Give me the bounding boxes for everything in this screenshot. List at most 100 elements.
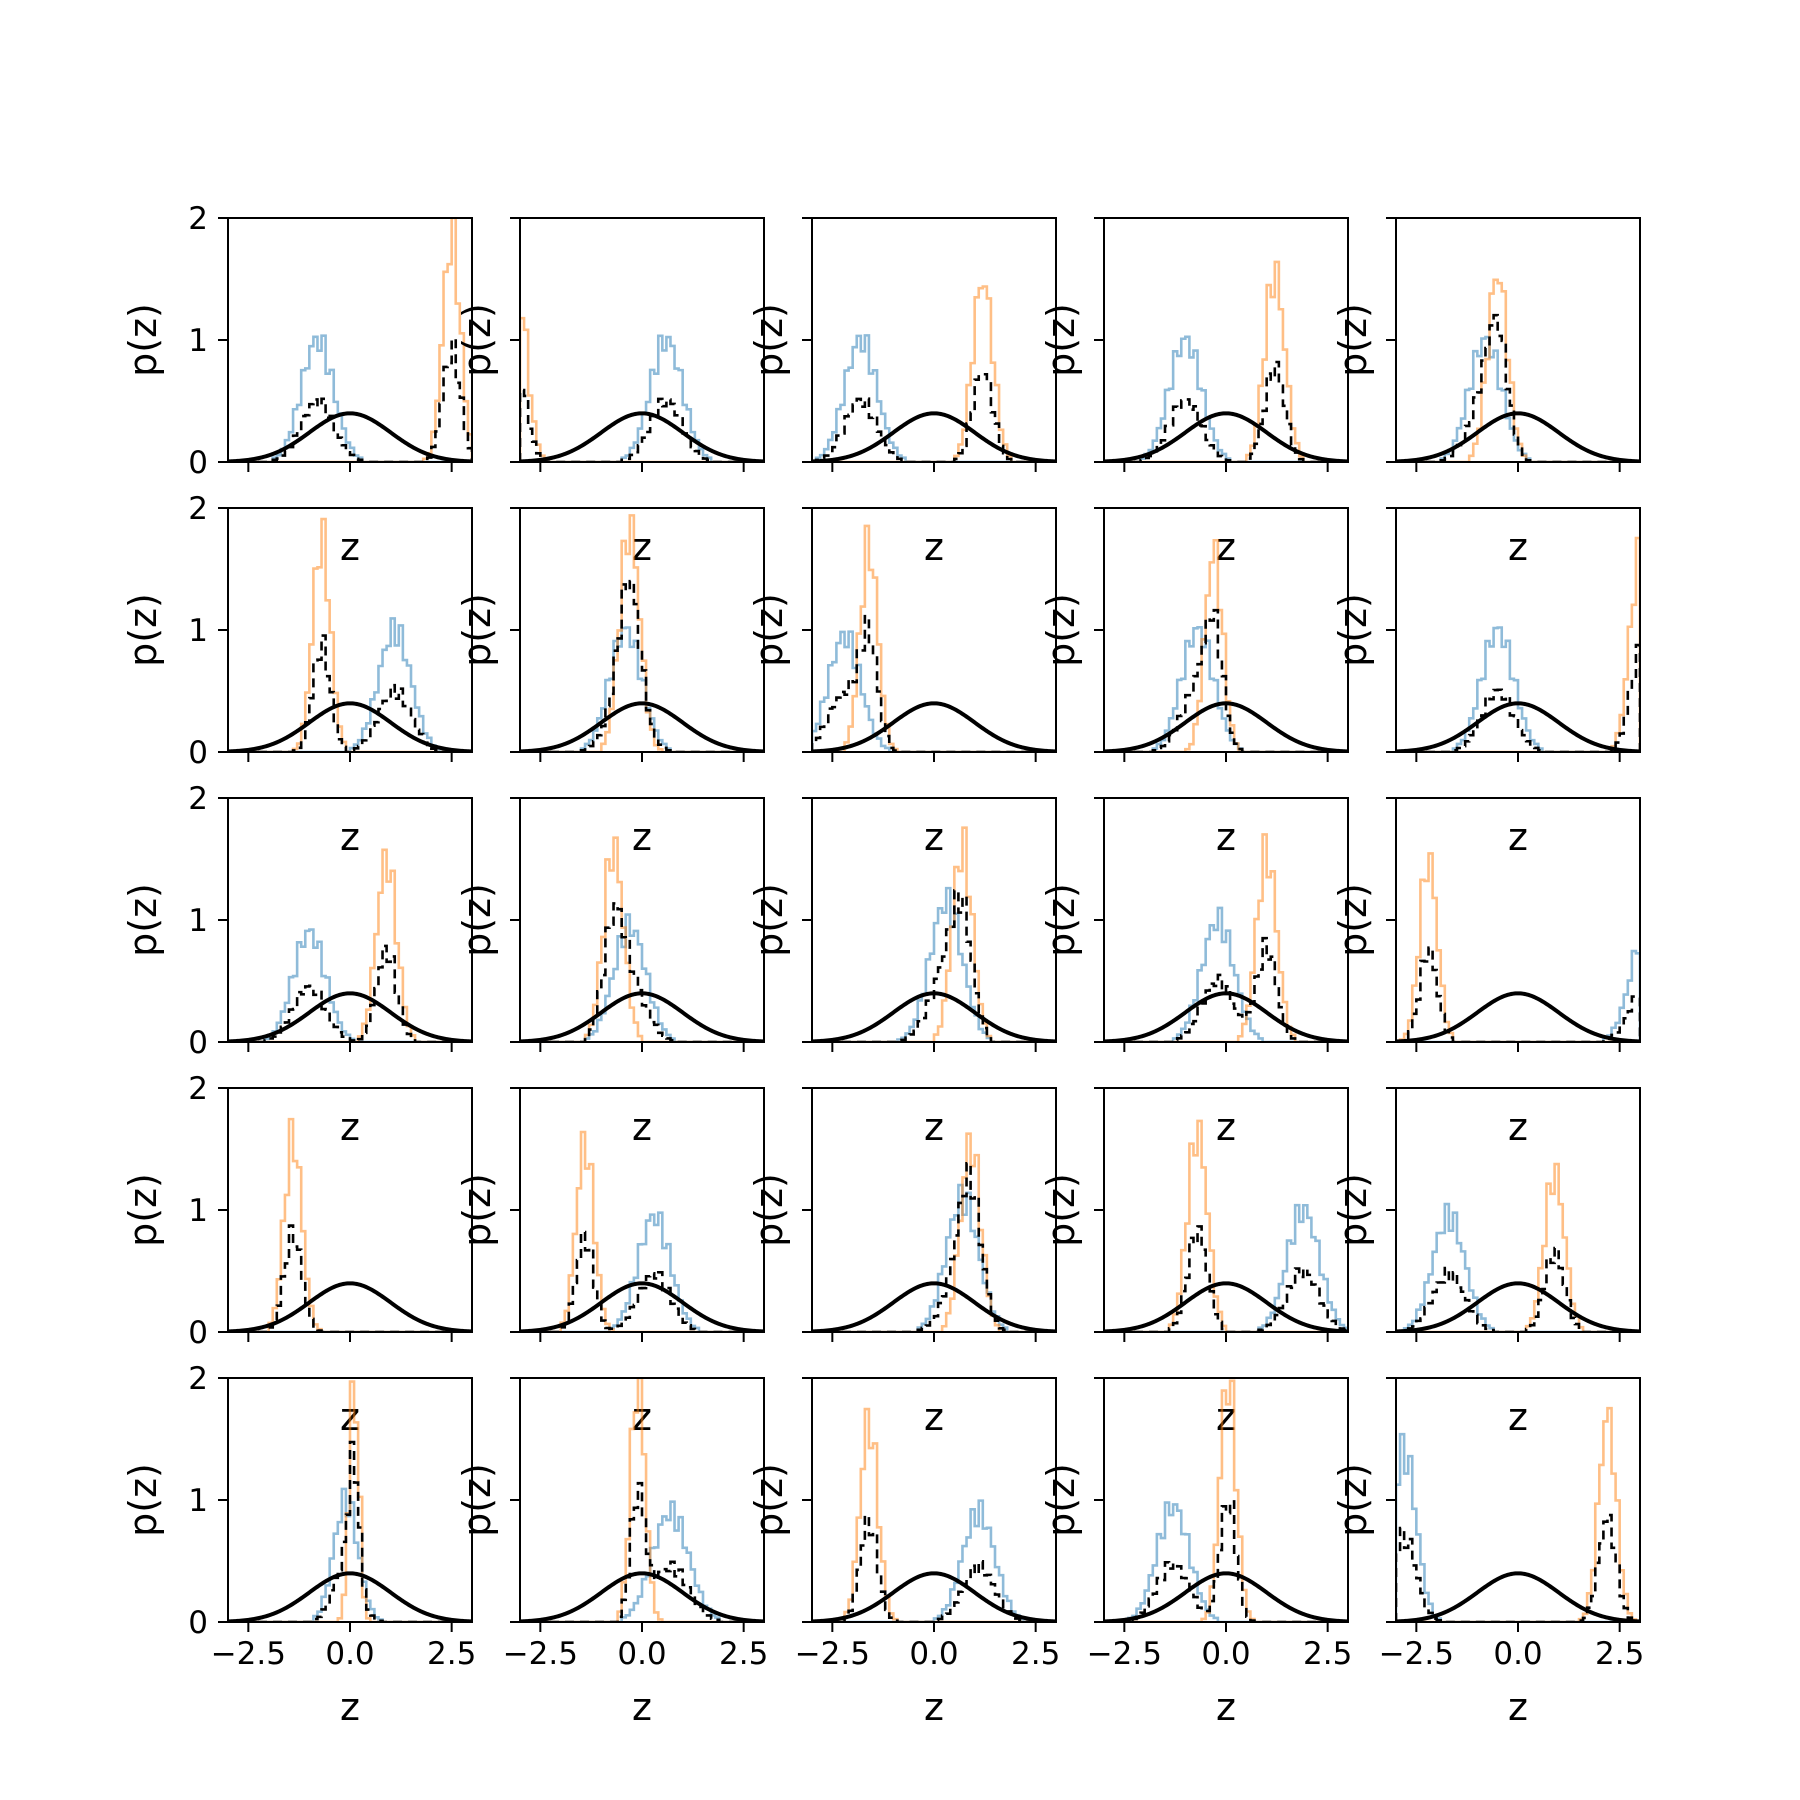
- x-tick-label: 0.0: [1201, 1636, 1250, 1672]
- histogram-blue: [1104, 1203, 1348, 1332]
- histogram-mixture-dashed: [812, 372, 1056, 462]
- subplot-4-2: z p(z): [455, 1087, 765, 1439]
- histogram-blue: [1396, 626, 1640, 752]
- histogram-orange: [812, 1132, 1056, 1332]
- histogram-mixture-dashed: [228, 634, 472, 752]
- normal-pdf-curve: [812, 411, 1056, 462]
- y-tick-label: 1: [188, 1193, 208, 1229]
- x-axis-label: z: [1508, 1395, 1528, 1439]
- subplot-3-3: z p(z): [747, 797, 1057, 1149]
- y-tick-label: 2: [188, 491, 208, 527]
- y-tick-label: 0: [188, 1025, 208, 1061]
- plot-area: [1104, 833, 1348, 1042]
- normal-pdf-curve: [228, 1281, 472, 1332]
- histogram-orange: [1104, 538, 1348, 752]
- normal-pdf-curve: [1104, 1281, 1348, 1332]
- plot-area: [520, 514, 764, 752]
- histogram-blue: [520, 626, 764, 752]
- x-tick-label: 2.5: [1303, 1636, 1352, 1672]
- x-axis-label: z: [1216, 1105, 1236, 1149]
- histogram-blue: [812, 1183, 1056, 1332]
- histogram-blue: [1104, 335, 1348, 462]
- y-tick-label: 2: [188, 781, 208, 817]
- x-axis-label: z: [340, 525, 360, 569]
- subplot-5-1: −2.5 0.0 2.5 z 0 1 2 p(z): [121, 1361, 476, 1729]
- histogram-orange: [228, 848, 472, 1042]
- x-axis-label: z: [924, 1395, 944, 1439]
- histogram-blue: [520, 913, 764, 1042]
- histogram-mixture-dashed: [228, 337, 472, 462]
- y-tick-label: 1: [188, 903, 208, 939]
- y-axis-label: p(z): [1331, 1463, 1375, 1537]
- histogram-blue: [1396, 949, 1640, 1042]
- histogram-mixture-dashed: [520, 1481, 764, 1622]
- y-axis-label: p(z): [747, 303, 791, 377]
- y-tick-label: 0: [188, 1315, 208, 1351]
- normal-pdf-curve: [520, 701, 764, 752]
- histogram-mixture-dashed: [1104, 1500, 1348, 1622]
- histogram-mixture-dashed: [520, 902, 764, 1042]
- y-axis-label: p(z): [455, 1173, 499, 1247]
- plot-area: [1104, 260, 1348, 462]
- histogram-orange: [812, 524, 1056, 752]
- y-axis-label: p(z): [1331, 303, 1375, 377]
- y-axis-label: p(z): [747, 593, 791, 667]
- histogram-blue: [1104, 1501, 1348, 1622]
- histogram-mixture-dashed: [228, 1224, 472, 1332]
- y-axis-label: p(z): [455, 303, 499, 377]
- histogram-mixture-dashed: [1396, 946, 1640, 1042]
- axes-frame: [811, 217, 1057, 463]
- histogram-blue: [812, 334, 1056, 462]
- histogram-blue: [520, 1500, 764, 1622]
- y-axis-label: p(z): [455, 593, 499, 667]
- histogram-mixture-dashed: [1396, 1246, 1640, 1332]
- histogram-mixture-dashed: [520, 388, 764, 462]
- histogram-blue: [1104, 625, 1348, 752]
- histogram-blue: [228, 928, 472, 1042]
- y-tick-label: 2: [188, 201, 208, 237]
- histogram-blue: [228, 617, 472, 752]
- normal-pdf-curve: [1396, 701, 1640, 752]
- y-axis-label: p(z): [1039, 593, 1083, 667]
- x-axis-label: z: [632, 1685, 652, 1729]
- x-tick-label: −2.5: [1087, 1636, 1162, 1672]
- histogram-mixture-dashed: [812, 889, 1056, 1042]
- normal-pdf-curve: [228, 411, 472, 462]
- x-axis-label: z: [1508, 525, 1528, 569]
- plot-area: [520, 316, 764, 462]
- histogram-blue: [520, 1211, 764, 1332]
- plot-area: [1396, 278, 1640, 462]
- plot-area: [1396, 1162, 1640, 1332]
- histogram-mixture-dashed: [1104, 608, 1348, 752]
- normal-pdf-curve: [1104, 701, 1348, 752]
- subplot-2-1: z 0 1 2 p(z): [121, 491, 473, 859]
- normal-pdf-curve: [812, 1281, 1056, 1332]
- normal-pdf-curve: [520, 411, 764, 462]
- histogram-blue: [520, 334, 764, 462]
- histogram-mixture-dashed: [812, 614, 1056, 752]
- subplot-3-1: z 0 1 2 p(z): [121, 781, 473, 1149]
- histogram-orange: [1396, 1162, 1640, 1332]
- histogram-orange: [520, 836, 764, 1042]
- histogram-blue: [812, 630, 1056, 752]
- subplot-2-5: z p(z): [1331, 507, 1641, 859]
- y-axis-label: p(z): [1039, 1463, 1083, 1537]
- y-tick-label: 0: [188, 735, 208, 771]
- x-axis-label: z: [924, 815, 944, 859]
- y-axis-label: p(z): [1331, 593, 1375, 667]
- x-axis-label: z: [924, 1105, 944, 1149]
- subplot-3-5: z p(z): [1331, 797, 1641, 1149]
- normal-pdf-curve: [812, 701, 1056, 752]
- normal-pdf-curve: [812, 1571, 1056, 1622]
- normal-pdf-curve: [1396, 1571, 1640, 1622]
- x-axis-label: z: [1508, 1685, 1528, 1729]
- normal-pdf-curve: [228, 701, 472, 752]
- normal-pdf-curve: [1396, 1281, 1640, 1332]
- normal-pdf-curve: [1104, 991, 1348, 1042]
- subplot-1-3: z p(z): [747, 217, 1057, 569]
- y-tick-label: 2: [188, 1071, 208, 1107]
- x-axis-label: z: [340, 815, 360, 859]
- y-axis-label: p(z): [121, 1173, 165, 1247]
- x-axis-label: z: [632, 1105, 652, 1149]
- histogram-orange: [812, 826, 1056, 1042]
